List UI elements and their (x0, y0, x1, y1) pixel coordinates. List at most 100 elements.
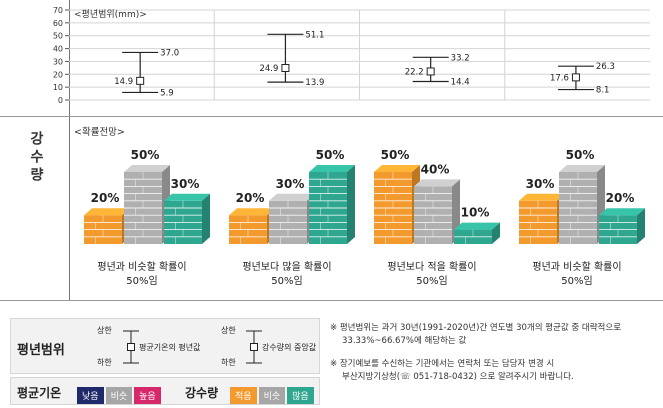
range-upper-label: 33.2 (451, 53, 470, 63)
y-tick-label: 70 (53, 6, 63, 15)
legend-chip: 비슷 (105, 387, 133, 404)
legend-rain-mid: 강수량의 중앙값 (262, 343, 317, 352)
horizontal-divider-top (0, 116, 663, 117)
legend-rain-title: 강수량 (185, 386, 219, 400)
note-2-line-a: ※ 장기예보를 수신하는 기관에서는 연락처 또는 담당자 변경 시 (330, 359, 555, 369)
prob-bar-top (124, 165, 170, 172)
prob-caption-line-2: 50%임 (126, 276, 158, 287)
range-lower-label: 13.9 (305, 78, 324, 88)
prob-bar (414, 179, 460, 244)
y-tick-label: 20 (53, 70, 63, 79)
prob-group-caption: 평년보다 많을 확률이 50%임 (212, 261, 362, 289)
range-upper-label: 26.3 (596, 62, 615, 72)
note-2-line-b: 부산지방기상청(☏ 051-718-0432) 으로 알려주시기 바랍니다. (342, 372, 574, 382)
prob-bar (84, 208, 130, 244)
prob-bar (374, 165, 420, 244)
range-middle-marker (136, 76, 145, 85)
prob-bar (599, 208, 645, 244)
prob-bar-top (374, 165, 420, 172)
prob-value-label: 40% (421, 162, 450, 176)
probability-chart: 20% 50% 30% 20% 30% 50% 50% 40% 10% 30% 50% 20% (84, 148, 645, 244)
prob-bar (559, 165, 605, 244)
legend-chip: 비슷 (258, 387, 286, 404)
y-tick-label: 0 (58, 96, 63, 105)
range-middle-marker (571, 73, 580, 82)
horizontal-divider-bottom (0, 300, 663, 301)
prob-bar-top (84, 208, 130, 216)
prob-bar (229, 208, 275, 244)
prob-bar-side (202, 193, 210, 244)
y-tick-label: 50 (53, 32, 63, 41)
range-middle-marker (281, 63, 290, 72)
prob-caption-line-2: 50%임 (416, 276, 448, 287)
legend-range-box: 평년범위 상한 하한 평균기온의 평년값 상한 하한 강수량의 중앙값 (10, 318, 320, 374)
prob-caption-line-1: 평년보다 많을 확률이 (242, 262, 332, 273)
prob-bar (519, 193, 565, 244)
prob-bar-top (164, 193, 210, 201)
note-1-line-a: ※ 평년범위는 과거 30년(1991-2020년)간 연도별 30개의 평균값… (330, 323, 622, 333)
prob-value-label: 30% (276, 177, 305, 191)
range-lower-label: 14.4 (451, 77, 470, 87)
range-caption: <평년범위(mm)> (74, 9, 147, 20)
legend-temp-title: 평균기온 (17, 386, 62, 400)
prob-group-caption: 평년과 비슷할 확률이 50%임 (67, 261, 217, 289)
legend-upper-1: 상한 (97, 326, 112, 335)
prob-bar-top (414, 179, 460, 187)
prob-value-label: 20% (606, 191, 635, 205)
legend-rain-chips: 적음 비슷 많음 (230, 384, 316, 404)
legend-chip: 많음 (287, 387, 314, 404)
y-tick-label: 40 (53, 45, 63, 54)
prob-bar (309, 165, 355, 244)
legend-chip: 적음 (230, 387, 257, 404)
prob-bar-top (269, 193, 315, 201)
range-middle-label: 17.6 (550, 73, 569, 83)
legend-rain-range-icon (246, 330, 262, 364)
prob-value-label: 10% (461, 206, 490, 220)
range-middle-label: 24.9 (259, 64, 278, 74)
legend-chip: 높음 (134, 387, 161, 404)
legend-lower-1: 하한 (97, 358, 112, 367)
prob-group-caption: 평년보다 적을 확률이 50%임 (357, 261, 507, 289)
y-tick-label: 60 (53, 19, 63, 28)
prob-bar (124, 165, 170, 244)
prob-caption-line-1: 평년과 비슷할 확률이 (532, 262, 622, 273)
prob-caption-line-2: 50%임 (271, 276, 303, 287)
prob-bar-side (492, 222, 500, 244)
legend-category-box: 평균기온 낮음 비슷 높음 강수량 적음 비슷 많음 (10, 377, 320, 405)
prob-bar-top (309, 165, 355, 172)
note-1-line-b: 33.33%~66.67%에 해당하는 값 (342, 336, 467, 346)
prob-caption-line-1: 평년과 비슷할 확률이 (97, 262, 187, 273)
row-label-precipitation: 강수량 (28, 131, 44, 185)
prob-bar (454, 222, 500, 244)
prob-value-label: 50% (381, 148, 410, 162)
prob-bar-side (347, 165, 355, 244)
legend-chip: 낮음 (77, 387, 104, 404)
range-lower-label: 5.9 (160, 88, 174, 98)
legend-temp-chips: 낮음 비슷 높음 (77, 384, 163, 404)
range-upper-label: 37.0 (160, 48, 179, 58)
prob-value-label: 30% (526, 177, 555, 191)
legend-temp-mid: 평균기온의 평년값 (139, 343, 201, 352)
legend-range-title: 평년범위 (17, 343, 65, 358)
prob-value-label: 50% (566, 148, 595, 162)
prob-bar-top (559, 165, 605, 172)
y-tick-label: 10 (53, 83, 63, 92)
range-middle-label: 22.2 (405, 67, 424, 77)
prob-group-caption: 평년과 비슷할 확률이 50%임 (502, 261, 652, 289)
prob-value-label: 50% (131, 148, 160, 162)
legend-lower-2: 하한 (221, 358, 236, 367)
prob-bar (269, 193, 315, 244)
prob-caption: <확률전망> (74, 127, 125, 138)
prob-bar-top (519, 193, 565, 201)
prob-bar-side (637, 208, 645, 244)
prob-bar-top (229, 208, 275, 216)
prob-bar-top (454, 222, 500, 230)
prob-bar-top (599, 208, 645, 216)
prob-value-label: 20% (236, 191, 265, 205)
vertical-divider (69, 0, 70, 300)
prob-value-label: 30% (171, 177, 200, 191)
prob-value-label: 20% (91, 191, 120, 205)
prob-caption-line-1: 평년보다 적을 확률이 (387, 262, 477, 273)
y-tick-label: 30 (53, 57, 63, 66)
note-1: ※ 평년범위는 과거 30년(1991-2020년)간 연도별 30개의 평균값… (330, 322, 621, 348)
